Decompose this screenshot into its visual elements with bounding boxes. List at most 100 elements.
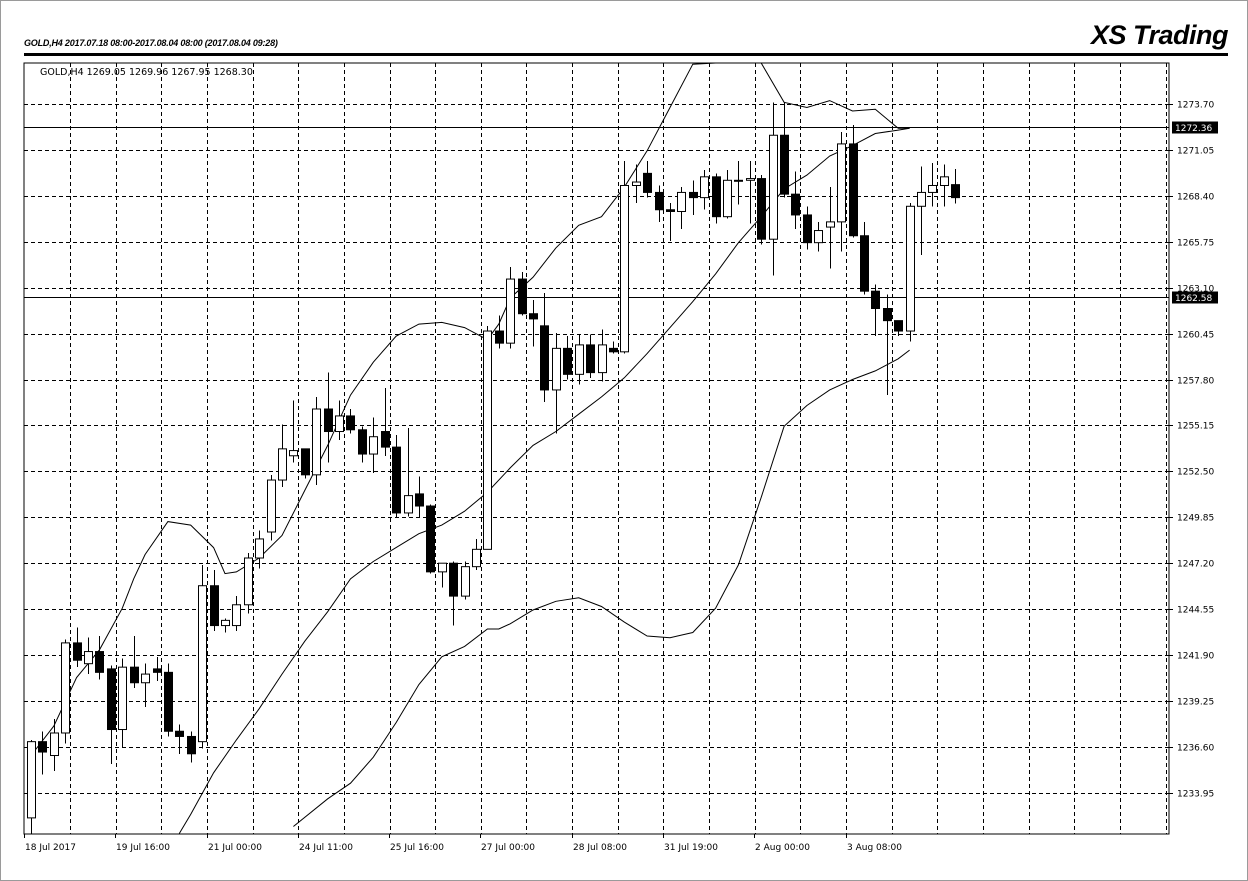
candle[interactable] <box>324 372 333 463</box>
candle[interactable] <box>723 169 732 219</box>
candle[interactable] <box>289 400 298 463</box>
candle[interactable] <box>38 731 47 775</box>
candle-body-bull <box>814 230 823 244</box>
candle[interactable] <box>860 221 869 295</box>
candle[interactable] <box>404 428 413 517</box>
candle[interactable] <box>575 334 584 385</box>
candle[interactable] <box>883 294 892 396</box>
candle[interactable] <box>415 476 424 519</box>
candle[interactable] <box>734 161 743 205</box>
candle[interactable] <box>803 206 812 250</box>
candle[interactable] <box>849 124 858 238</box>
candle[interactable] <box>620 161 629 354</box>
candle[interactable] <box>826 187 835 269</box>
candle[interactable] <box>632 164 641 203</box>
candle[interactable] <box>141 663 150 708</box>
candle[interactable] <box>187 731 196 763</box>
candle[interactable] <box>381 388 390 456</box>
candle[interactable] <box>677 187 686 229</box>
candle[interactable] <box>712 173 721 224</box>
candle[interactable] <box>940 164 949 207</box>
candle[interactable] <box>301 448 310 479</box>
candle[interactable] <box>312 396 321 486</box>
candle[interactable] <box>438 562 447 588</box>
candle[interactable] <box>198 564 207 749</box>
candle[interactable] <box>894 320 903 337</box>
candle[interactable] <box>780 102 789 198</box>
candle[interactable] <box>529 299 538 347</box>
candle[interactable] <box>461 561 470 600</box>
candle[interactable] <box>540 292 549 403</box>
candle[interactable] <box>483 325 492 550</box>
candle[interactable] <box>769 102 778 276</box>
candle[interactable] <box>837 131 846 252</box>
candle[interactable] <box>495 315 504 349</box>
candle[interactable] <box>84 637 93 675</box>
candle[interactable] <box>426 504 435 574</box>
candle[interactable] <box>153 656 162 682</box>
candle[interactable] <box>666 202 675 241</box>
candle[interactable] <box>95 635 104 680</box>
plot-area[interactable] <box>23 62 1170 835</box>
candle-body-bull <box>244 557 253 606</box>
candle-body-bear <box>586 344 595 374</box>
candle-body-bear <box>95 651 104 673</box>
candle[interactable] <box>130 635 139 688</box>
x-tick-label: 2 Aug 00:00 <box>755 843 810 853</box>
candle[interactable] <box>609 341 618 354</box>
candle-body-bear <box>791 193 800 216</box>
candle[interactable] <box>107 665 116 765</box>
candle[interactable] <box>73 627 82 668</box>
candle[interactable] <box>392 434 401 519</box>
candle[interactable] <box>757 175 766 245</box>
candle[interactable] <box>518 272 527 316</box>
candle[interactable] <box>906 202 915 342</box>
candle[interactable] <box>689 180 698 215</box>
candle[interactable] <box>175 724 184 754</box>
candle[interactable] <box>210 570 219 631</box>
symbol-info: GOLD,H4 1269.05 1269.96 1267.95 1268.30 <box>40 67 253 78</box>
candle[interactable] <box>552 332 561 434</box>
candle[interactable] <box>369 417 378 474</box>
candle[interactable] <box>449 561 458 626</box>
candle[interactable] <box>267 474 276 541</box>
candle[interactable] <box>655 185 664 222</box>
candle[interactable] <box>27 739 36 834</box>
candle[interactable] <box>917 166 926 255</box>
candle[interactable] <box>563 336 572 380</box>
candle[interactable] <box>164 663 173 737</box>
candle-body-bear <box>643 172 652 193</box>
candle[interactable] <box>61 639 70 744</box>
candle[interactable] <box>335 400 344 441</box>
candle[interactable] <box>746 161 755 224</box>
candle[interactable] <box>244 552 253 614</box>
candles[interactable] <box>27 102 960 834</box>
candle-body-bull <box>906 205 915 332</box>
candle[interactable] <box>278 424 287 487</box>
candle[interactable] <box>472 538 481 571</box>
candle[interactable] <box>598 329 607 382</box>
candle[interactable] <box>700 169 709 210</box>
candle[interactable] <box>255 530 264 569</box>
candle[interactable] <box>118 658 127 747</box>
candle[interactable] <box>221 618 230 633</box>
candle-body-bear <box>164 671 173 732</box>
candle-body-bull <box>335 415 344 433</box>
candle[interactable] <box>50 719 59 772</box>
candle[interactable] <box>358 426 367 463</box>
candle[interactable] <box>951 168 960 204</box>
candle[interactable] <box>814 221 823 252</box>
horizontal-lines[interactable]: 1272.36 1262.58 <box>24 121 1218 305</box>
candle[interactable] <box>586 334 595 378</box>
candle[interactable] <box>643 161 652 198</box>
y-tick-label: 1260.45 <box>1177 331 1214 341</box>
candle[interactable] <box>871 284 880 337</box>
candle-body-bull <box>141 673 150 684</box>
candle[interactable] <box>346 408 355 434</box>
candle[interactable] <box>791 171 800 229</box>
candle[interactable] <box>928 162 937 207</box>
candle[interactable] <box>506 266 515 349</box>
candle[interactable] <box>232 596 241 631</box>
candle-body-bull <box>221 619 230 627</box>
